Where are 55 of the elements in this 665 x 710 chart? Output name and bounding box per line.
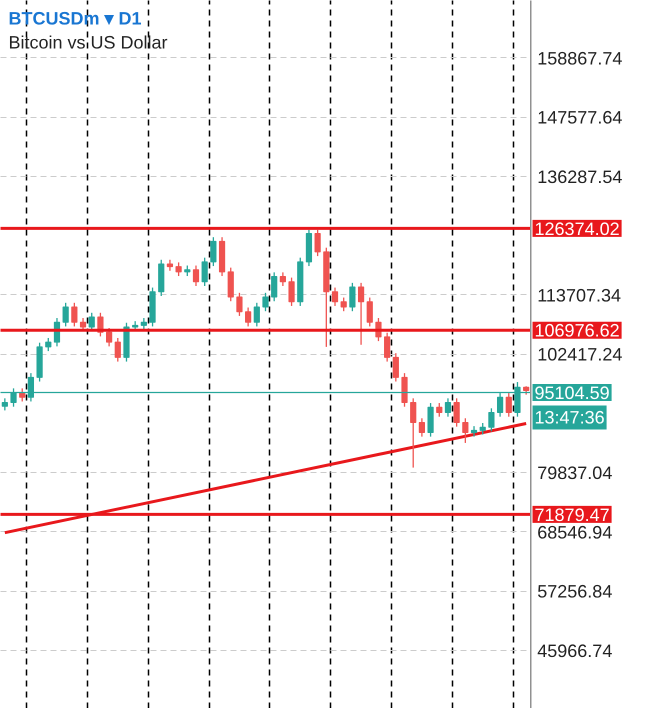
candlestick <box>106 327 112 348</box>
candlestick <box>340 296 347 312</box>
y-tick-label: 113707.34 <box>537 285 622 306</box>
candlestick <box>176 262 182 277</box>
y-tick-label: 136287.54 <box>537 166 622 187</box>
candlestick <box>202 257 208 287</box>
candlestick <box>314 229 321 257</box>
y-tick-label: 68546.94 <box>537 522 612 542</box>
candlestick <box>470 425 478 438</box>
candlestick <box>454 398 460 428</box>
candlestick <box>418 418 425 438</box>
candlestick <box>45 337 52 352</box>
candlestick <box>71 302 78 328</box>
candlestick <box>210 236 216 267</box>
y-tick-label: 147577.64 <box>537 108 622 128</box>
candlestick <box>480 422 486 436</box>
candlestick <box>62 302 69 328</box>
candlestick <box>358 282 364 346</box>
candlestick <box>262 292 269 312</box>
candlestick <box>236 292 243 317</box>
ref-line-label: 106976.62 <box>534 320 620 341</box>
y-tick-label: 158867.74 <box>537 48 622 68</box>
text: BTCUSDm ▾ D1 <box>8 8 142 28</box>
ref-line-label: 71879.47 <box>534 504 610 525</box>
candlestick <box>288 276 295 307</box>
candlestick <box>192 264 200 287</box>
ref-line-label: 126374.02 <box>534 218 620 239</box>
y-tick-label: 79837.04 <box>537 463 612 484</box>
text: Bitcoin vs US Dollar <box>8 32 168 52</box>
candlestick <box>506 392 512 418</box>
candlestick <box>462 418 468 444</box>
candlestick <box>2 398 8 412</box>
candlestick <box>349 282 356 312</box>
candlestick <box>19 388 26 402</box>
y-tick-label: 45966.74 <box>537 640 612 661</box>
candlestick <box>245 306 252 328</box>
y-tick-label: 57256.84 <box>537 582 612 602</box>
candlestick <box>114 337 121 362</box>
candlestick <box>444 398 452 418</box>
candlestick <box>140 317 147 330</box>
candlestick <box>332 286 338 307</box>
candlestick <box>384 332 390 362</box>
candlestick <box>184 264 190 277</box>
candlestick <box>392 352 399 382</box>
y-tick-label: 102417.24 <box>537 344 622 365</box>
candlestick <box>436 402 442 418</box>
candlestick <box>366 296 373 328</box>
ref-line-label: 95104.59 <box>534 383 610 404</box>
text: 13:47:36 <box>534 408 605 428</box>
candlestick <box>488 408 495 432</box>
candlestick <box>271 272 278 302</box>
candlestick <box>280 272 286 287</box>
candlestick <box>166 259 174 272</box>
candlestick <box>410 398 416 468</box>
candlestick <box>254 302 260 328</box>
